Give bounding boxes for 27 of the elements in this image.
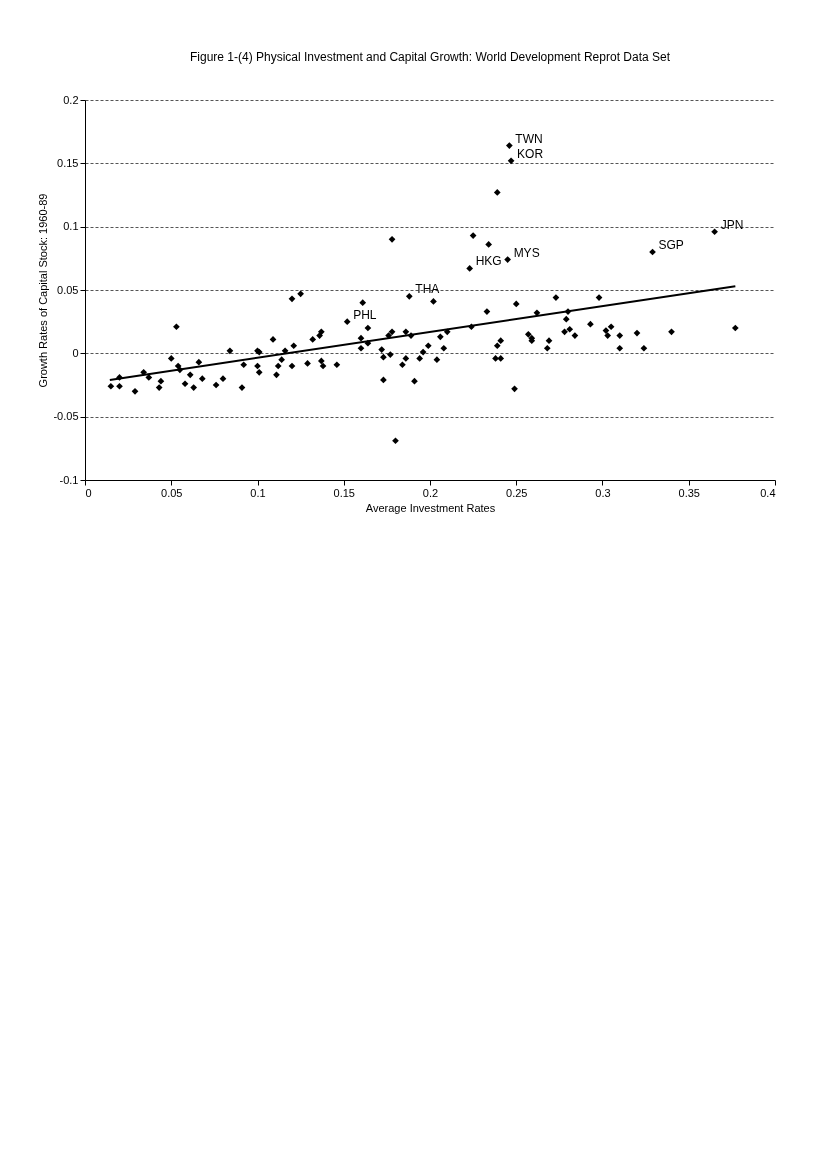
x-tick-label: 0.15 [333, 486, 355, 499]
annotation: HKG [475, 254, 502, 269]
x-tick-label: 0 [85, 486, 92, 499]
y-tick-label: 0 [72, 346, 79, 359]
y-tick-label: 0.15 [57, 156, 79, 169]
annotation: KOR [517, 146, 544, 161]
x-tick-label: 0.3 [595, 486, 611, 499]
annotation: PHL [353, 307, 377, 322]
annotation: THA [415, 282, 440, 297]
y-tick-label: 0.1 [63, 220, 79, 233]
x-tick-label: 0.1 [250, 486, 266, 499]
y-tick-label: -0.1 [59, 473, 79, 486]
x-tick-label: 0.05 [161, 486, 183, 499]
x-tick-label: 0.25 [506, 486, 528, 499]
x-axis-title: Average Investment Rates [365, 501, 496, 514]
annotation: MYS [513, 245, 540, 260]
y-tick-label: 0.05 [57, 283, 79, 296]
annotation: TWN [515, 131, 543, 146]
annotation: JPN [720, 217, 744, 232]
x-tick-label: 0.35 [678, 486, 700, 499]
annotation: SGP [658, 238, 684, 252]
x-tick-label: 0.4 [760, 486, 776, 499]
x-tick-label: 0.2 [422, 486, 439, 499]
y-tick-label: 0.2 [63, 93, 79, 106]
y-axis-title: Growth Rates of Capital Stock: 1960-89 [37, 193, 50, 388]
y-tick-label: -0.05 [53, 410, 79, 423]
chart-title: Figure 1-(4) Physical Investment and Capital Growth: World Development Reprot Data Set [190, 50, 671, 64]
